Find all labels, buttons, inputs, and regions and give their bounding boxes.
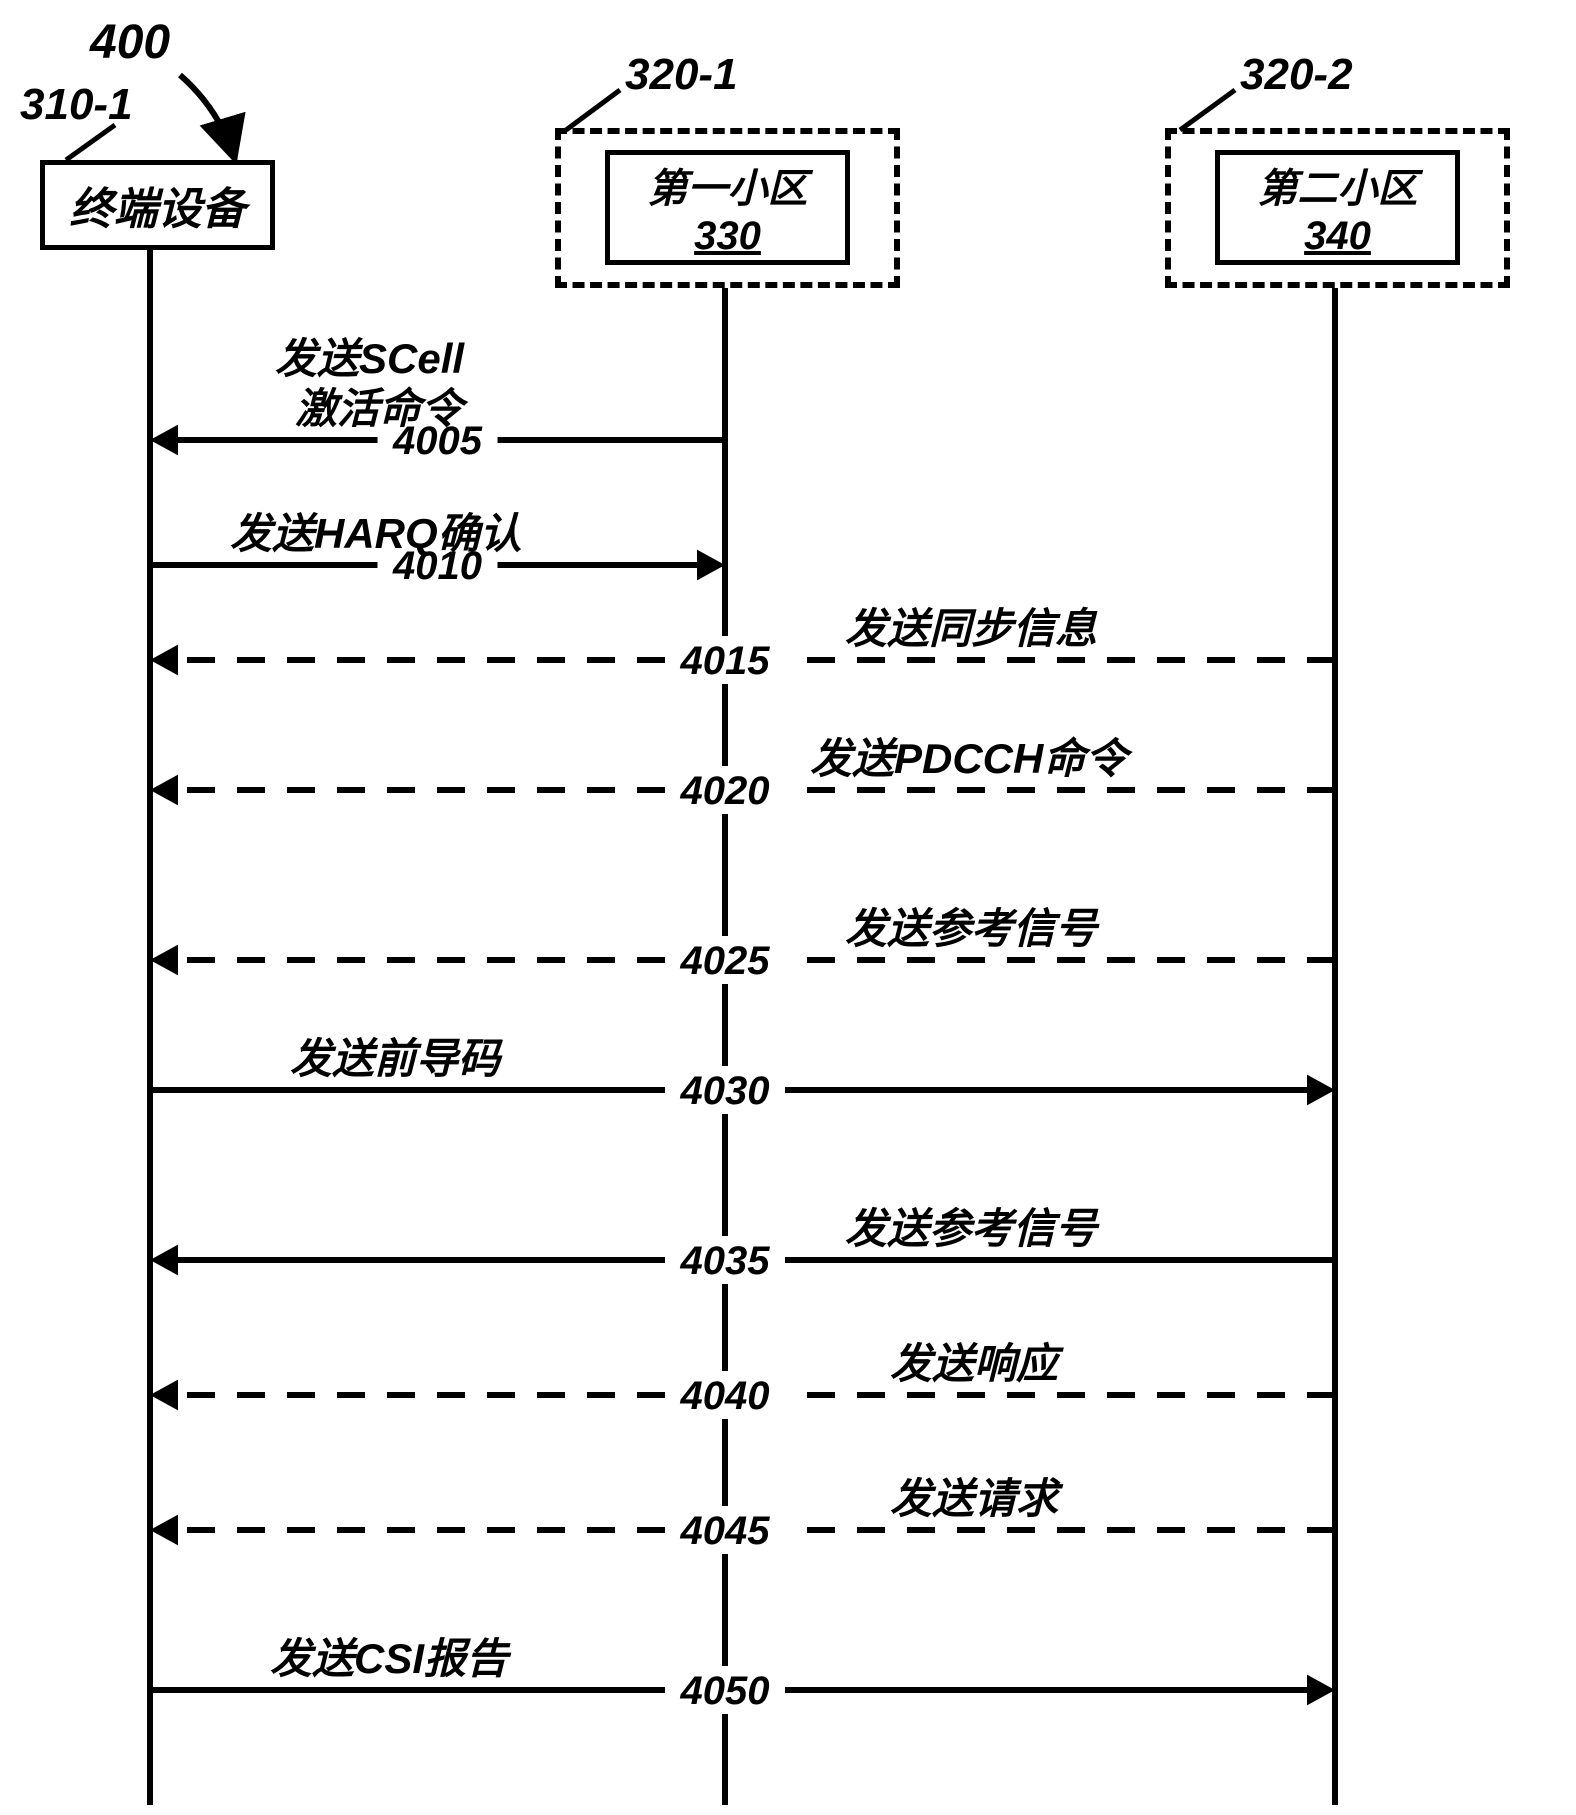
msg-4035-label: 发送参考信号	[845, 1195, 1097, 1256]
msg-4020-label: 发送PDCCH命令	[810, 725, 1127, 786]
actor-cell2: 第二小区 340	[1215, 150, 1460, 265]
cell2-container-ref: 320-2	[1240, 50, 1353, 100]
actor-cell1-label: 第一小区	[648, 156, 808, 214]
actor-cell2-sub: 340	[1304, 214, 1371, 259]
lifeline-terminal	[147, 250, 153, 1805]
msg-4025-label: 发送参考信号	[845, 895, 1097, 956]
msg-4015-label: 发送同步信息	[845, 595, 1097, 656]
actor-cell1: 第一小区 330	[605, 150, 850, 265]
lifeline-cell2	[1332, 288, 1338, 1805]
msg-4010-label: 发送HARQ确认	[230, 500, 522, 561]
figure-ref: 400	[90, 15, 170, 70]
msg-4045-label: 发送请求	[890, 1465, 1058, 1526]
msg-4050-label: 发送CSI报告	[270, 1625, 508, 1686]
msg-4005-label2: 激活命令	[295, 375, 463, 436]
actor-terminal-label: 终端设备	[70, 173, 246, 237]
actor-terminal: 终端设备	[40, 160, 275, 250]
actor-cell1-sub: 330	[694, 214, 761, 259]
lifeline-cell1	[722, 288, 728, 1805]
msg-4040-label: 发送响应	[890, 1330, 1058, 1391]
msg-4030-label: 发送前导码	[290, 1025, 500, 1086]
terminal-ref: 310-1	[20, 80, 133, 130]
cell1-container-ref: 320-1	[625, 50, 738, 100]
actor-cell2-label: 第二小区	[1258, 156, 1418, 214]
